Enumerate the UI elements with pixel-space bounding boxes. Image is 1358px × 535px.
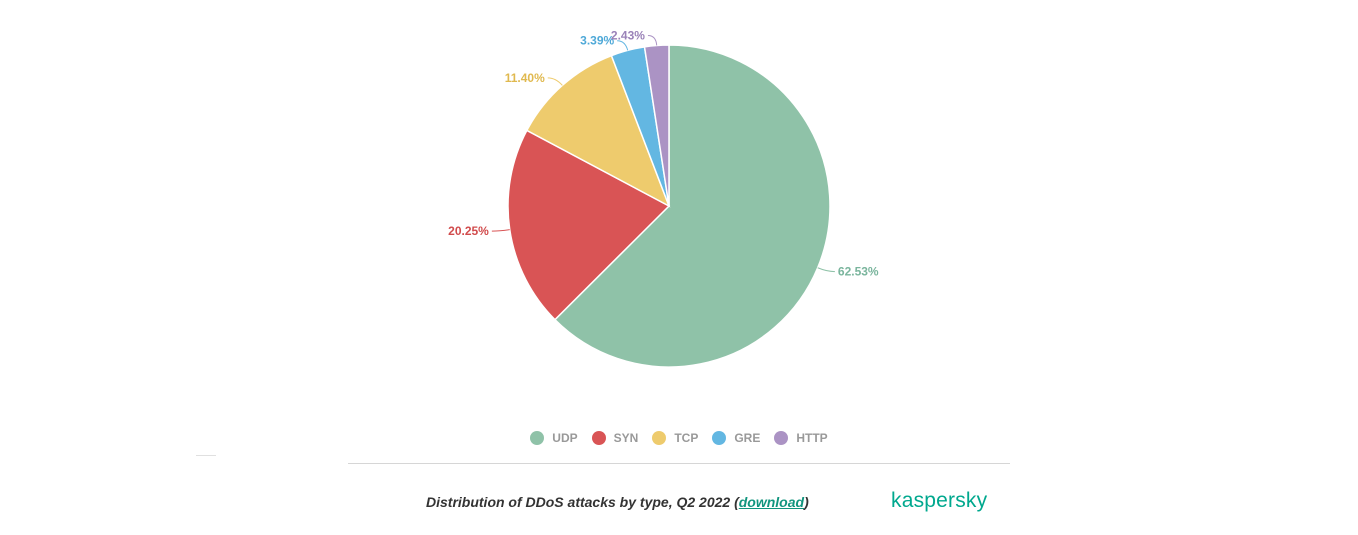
- kaspersky-logo: kaspersky: [891, 489, 988, 512]
- legend-marker-tcp: [652, 431, 667, 445]
- legend-marker-syn: [591, 431, 606, 445]
- legend-label-http: HTTP: [796, 431, 828, 445]
- legend-label-gre: GRE: [734, 431, 761, 445]
- legend-item-udp[interactable]: UDP: [530, 431, 578, 445]
- legend-label-udp: UDP: [552, 431, 578, 445]
- pie-slice-http[interactable]: [643, 44, 670, 207]
- decorative-line: [196, 455, 216, 456]
- legend-item-gre[interactable]: GRE: [712, 431, 760, 445]
- label-connector-udp: [817, 267, 835, 273]
- chart-legend: UDP SYN TCP GRE HTTP: [0, 431, 1358, 445]
- data-label-gre: 3.39%: [580, 34, 614, 48]
- label-connector-tcp: [547, 77, 563, 86]
- legend-marker-http: [774, 431, 789, 445]
- label-connector-syn: [491, 229, 510, 232]
- pie-chart: 62.53% 20.25% 11.40% 3.39%2.43%: [448, 28, 879, 368]
- data-label-http: 2.43%: [611, 28, 645, 42]
- data-label-tcp: 11.40%: [505, 71, 545, 85]
- caption-close: ): [804, 494, 809, 510]
- data-label-syn: 20.25%: [448, 224, 489, 238]
- data-label-udp: 62.53%: [838, 265, 879, 279]
- legend-label-tcp: TCP: [674, 431, 699, 445]
- chart-caption: Distribution of DDoS attacks by type, Q2…: [426, 494, 809, 510]
- pie-slice-udp[interactable]: [553, 44, 831, 368]
- legend-marker-gre: [712, 431, 727, 445]
- legend-label-syn: SYN: [613, 431, 639, 445]
- legend-marker-udp: [530, 431, 545, 445]
- download-link[interactable]: download: [738, 494, 805, 510]
- label-connector-gre: [617, 40, 629, 51]
- legend-item-syn[interactable]: SYN: [591, 431, 639, 445]
- caption-text: Distribution of DDoS attacks by type, Q2…: [426, 494, 739, 510]
- legend-item-tcp[interactable]: TCP: [652, 431, 698, 445]
- legend-item-http[interactable]: HTTP: [774, 431, 828, 445]
- caption-divider: [348, 463, 1010, 464]
- label-connector-http: [647, 34, 658, 46]
- pie-slice-tcp[interactable]: [525, 54, 671, 208]
